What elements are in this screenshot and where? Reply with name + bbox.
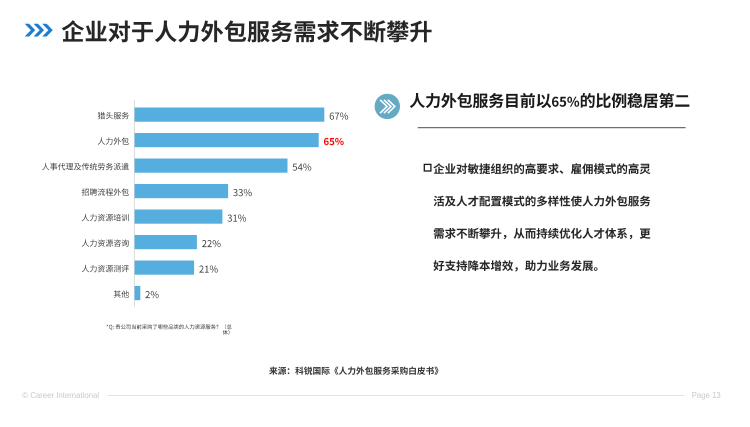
svg-text:© Career International: © Career International — [22, 391, 99, 400]
svg-text:Page 13: Page 13 — [692, 391, 721, 400]
